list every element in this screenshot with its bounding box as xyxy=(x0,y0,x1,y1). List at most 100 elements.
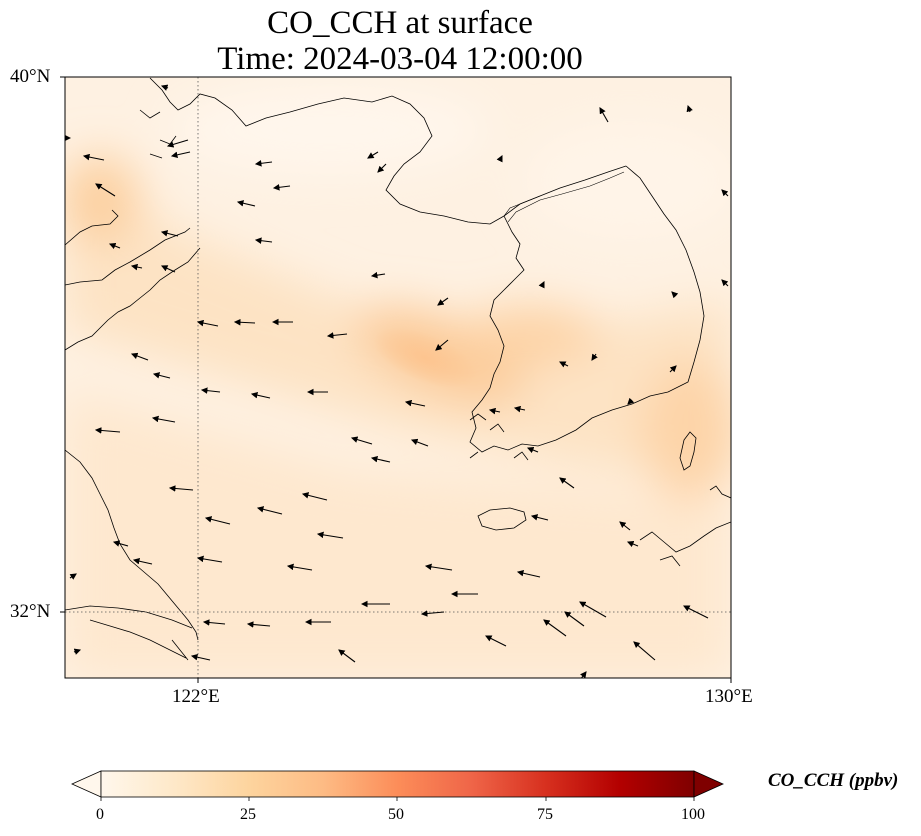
wind-arrow xyxy=(250,391,271,399)
wind-arrow xyxy=(619,521,631,531)
wind-arrow xyxy=(516,570,541,578)
wind-arrow xyxy=(200,387,221,394)
shandong-coastline xyxy=(65,247,201,351)
korea-north-border xyxy=(503,171,625,223)
wind-arrow xyxy=(721,279,729,287)
wind-arrow xyxy=(410,438,429,447)
colorbar-tick-0: 0 xyxy=(96,806,104,823)
wind-arrow xyxy=(488,407,501,415)
wind-arrow xyxy=(286,563,313,571)
wind-arrow xyxy=(538,281,545,289)
wind-arrow xyxy=(272,184,291,191)
wind-arrow xyxy=(435,339,449,351)
korea-islands xyxy=(469,413,529,461)
wind-arrow xyxy=(370,271,386,279)
lon-label-122: 122°E xyxy=(172,686,220,707)
wind-arrow xyxy=(132,557,153,565)
wind-arrow xyxy=(338,649,356,663)
wind-arrow xyxy=(168,485,194,492)
wind-arrow xyxy=(170,151,191,159)
tsushima-island xyxy=(679,431,697,471)
wind-arrow xyxy=(301,492,328,501)
wind-arrow xyxy=(196,555,223,563)
wind-arrow xyxy=(513,405,526,413)
wind-arrow xyxy=(202,619,226,626)
korea-west-coast xyxy=(469,215,685,453)
wind-arrow xyxy=(526,446,539,454)
wind-arrow xyxy=(559,477,575,489)
wind-arrow xyxy=(166,139,189,148)
wind-arrow xyxy=(190,653,211,661)
wind-arrow xyxy=(559,361,569,368)
map-frame xyxy=(64,76,732,679)
wind-arrow xyxy=(579,601,607,618)
wind-arrow xyxy=(627,397,635,405)
wind-arrow xyxy=(161,265,176,273)
colorbar-extend-min xyxy=(71,770,102,798)
coastlines xyxy=(65,77,731,661)
colorbar xyxy=(71,770,724,801)
colorbar-label: CO_CCH (ppbv) xyxy=(768,770,899,791)
lat-label-40: 40°N xyxy=(10,66,51,87)
wind-arrow xyxy=(437,297,449,306)
wind-arrow xyxy=(233,318,256,326)
lat-label-32: 32°N xyxy=(10,601,51,622)
wind-arrow xyxy=(69,573,77,580)
wind-arrow xyxy=(721,189,729,197)
colorbar-tick-75: 75 xyxy=(537,806,553,823)
wind-arrow xyxy=(633,641,656,661)
gridlines xyxy=(65,77,731,678)
wind-arrow xyxy=(108,242,121,250)
wind-arrow xyxy=(626,540,639,548)
colorbar-ticks xyxy=(100,797,695,801)
wind-arrow xyxy=(130,263,143,271)
wind-arrow xyxy=(152,372,171,379)
liaodong-coastline xyxy=(149,77,627,225)
korea-east-coast xyxy=(625,165,705,385)
wind-arrow xyxy=(316,531,344,539)
colorbar-tick-25: 25 xyxy=(240,806,256,823)
wind-arrow xyxy=(496,155,503,163)
kyushu-coast xyxy=(639,485,731,567)
wind-arrow xyxy=(686,104,693,113)
wind-arrow xyxy=(367,151,379,159)
wind-arrow xyxy=(420,610,445,617)
lon-label-130: 130°E xyxy=(705,686,753,707)
colorbar-extend-max xyxy=(693,770,724,798)
wind-arrow xyxy=(254,160,273,167)
wind-arrow xyxy=(599,107,609,123)
jeju-island xyxy=(477,507,527,531)
wind-arrow xyxy=(256,506,283,515)
wind-arrow xyxy=(530,514,549,521)
wind-arrow xyxy=(160,84,169,91)
wind-arrow xyxy=(669,365,677,373)
wind-arrow xyxy=(671,291,679,299)
wind-arrow xyxy=(580,671,587,678)
china-coast-south xyxy=(65,449,199,661)
wind-vectors xyxy=(65,84,729,678)
wind-arrow xyxy=(246,621,271,628)
map-title: CO_CCH at surface xyxy=(267,5,533,41)
wind-arrow xyxy=(254,237,273,244)
wind-arrow xyxy=(326,332,348,339)
china-coastline-north xyxy=(65,209,191,286)
wind-arrow xyxy=(130,352,149,361)
wind-arrow xyxy=(82,153,105,161)
wind-arrow xyxy=(683,605,709,619)
map-subtitle-time: Time: 2024-03-04 12:00:00 xyxy=(217,41,583,77)
wind-arrow xyxy=(204,516,231,525)
wind-arrow xyxy=(404,399,426,407)
wind-arrow xyxy=(424,563,453,571)
wind-arrow xyxy=(94,427,121,434)
wind-arrow xyxy=(377,163,387,173)
wind-arrow xyxy=(112,540,129,547)
wind-arrow xyxy=(196,319,219,327)
wind-arrow xyxy=(564,611,585,627)
wind-arrow xyxy=(236,200,256,207)
wind-arrow xyxy=(73,648,82,655)
wind-arrow xyxy=(95,183,116,197)
wind-arrow xyxy=(151,415,176,423)
co-concentration-field xyxy=(65,77,731,678)
wind-arrow xyxy=(160,230,179,237)
